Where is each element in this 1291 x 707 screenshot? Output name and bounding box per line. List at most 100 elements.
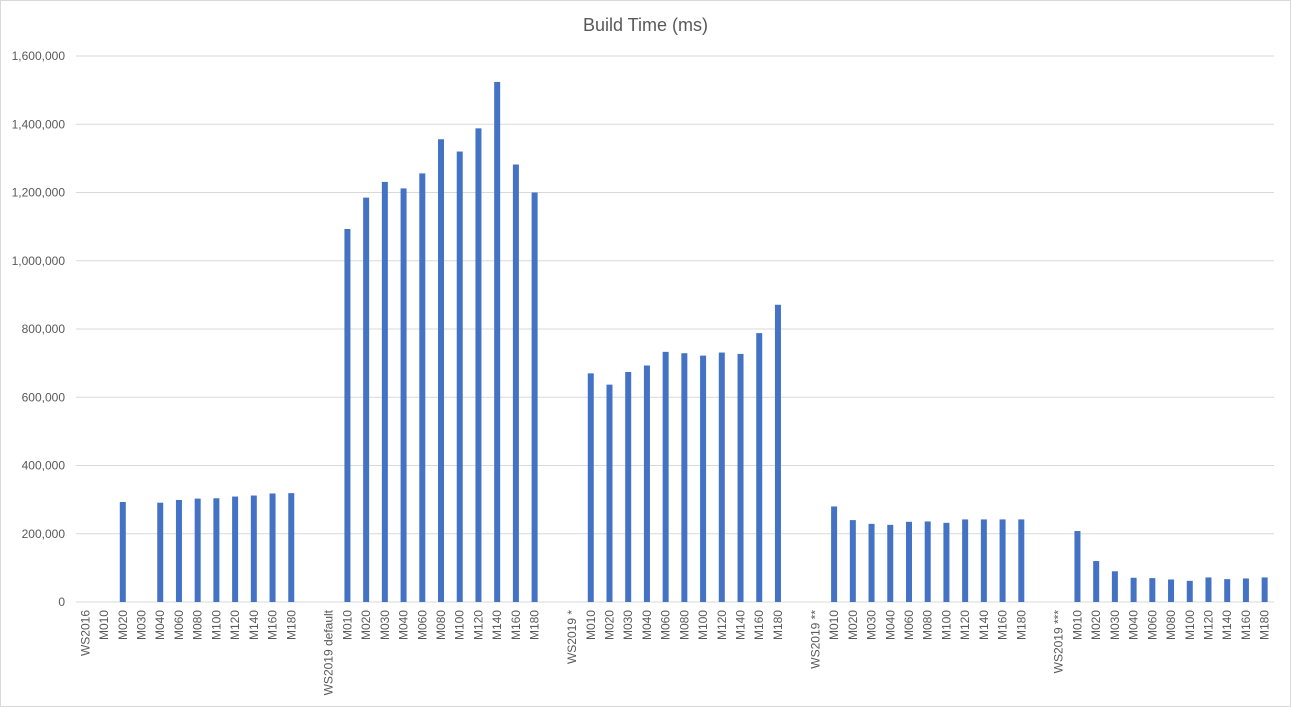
bar: [213, 498, 220, 602]
x-tick-label: M060: [415, 610, 429, 640]
bar: [662, 351, 669, 602]
x-tick-label: M100: [1183, 610, 1197, 640]
bar: [175, 499, 182, 602]
bar: [625, 371, 632, 602]
x-tick-label: M100: [209, 610, 223, 640]
bar: [737, 353, 744, 602]
bar: [1074, 531, 1081, 602]
x-tick-label: M100: [939, 610, 953, 640]
y-tick-label: 400,000: [22, 459, 66, 473]
y-tick-label: 1,200,000: [12, 186, 66, 200]
bar: [288, 493, 295, 602]
x-tick-label: M180: [528, 610, 542, 640]
x-tick-label: M180: [1258, 610, 1272, 640]
x-tick-label: M080: [1164, 610, 1178, 640]
bar: [606, 384, 613, 602]
bar: [1111, 571, 1118, 602]
x-tick-label: M120: [471, 610, 485, 640]
bar: [774, 304, 781, 602]
bar: [868, 523, 875, 602]
y-tick-label: 600,000: [22, 390, 66, 404]
bar: [905, 521, 912, 602]
bar: [419, 173, 426, 602]
x-tick-label: WS2019 ***: [1052, 610, 1066, 674]
bar: [512, 164, 519, 602]
bar: [1224, 579, 1231, 602]
x-tick-label: M060: [659, 610, 673, 640]
x-tick-label: M120: [715, 610, 729, 640]
bar: [999, 519, 1006, 602]
x-tick-label: M180: [284, 610, 298, 640]
bar: [438, 139, 445, 602]
y-tick-label: 800,000: [22, 322, 66, 336]
x-tick-label: M080: [677, 610, 691, 640]
x-tick-label: M020: [359, 610, 373, 640]
x-tick-label: M180: [1014, 610, 1028, 640]
x-tick-label: M160: [266, 610, 280, 640]
y-tick-label: 0: [58, 595, 65, 609]
bar: [381, 181, 388, 602]
bar: [962, 519, 969, 602]
bar: [1093, 561, 1100, 602]
x-tick-label: M030: [865, 610, 879, 640]
x-tick-label: M160: [996, 610, 1010, 640]
x-tick-label: WS2019 **: [808, 610, 822, 669]
x-tick-label: WS2019 *: [565, 610, 579, 664]
x-tick-label: M020: [602, 610, 616, 640]
x-tick-label: M010: [1070, 610, 1084, 640]
x-tick-label: M060: [172, 610, 186, 640]
bar: [849, 520, 856, 602]
x-tick-label: M010: [827, 610, 841, 640]
x-tick-label: M040: [640, 610, 654, 640]
bar: [494, 81, 501, 602]
bar: [1186, 580, 1193, 602]
bar: [700, 355, 707, 602]
bar: [1242, 578, 1249, 602]
x-tick-label: M120: [958, 610, 972, 640]
x-tick-label: M100: [453, 610, 467, 640]
x-tick-label: M140: [490, 610, 504, 640]
x-tick-label: M140: [247, 610, 261, 640]
bar: [980, 519, 987, 602]
x-tick-label: M020: [846, 610, 860, 640]
x-tick-label: M120: [228, 610, 242, 640]
y-tick-label: 1,400,000: [12, 117, 66, 131]
x-tick-label: M040: [883, 610, 897, 640]
x-tick-label: M010: [97, 610, 111, 640]
bar: [1018, 519, 1025, 602]
x-tick-label: M120: [1201, 610, 1215, 640]
x-tick-label: M100: [696, 610, 710, 640]
x-tick-label: M160: [509, 610, 523, 640]
x-tick-label: M030: [1108, 610, 1122, 640]
bar: [194, 498, 201, 602]
bar: [1130, 577, 1137, 602]
x-tick-label: M080: [434, 610, 448, 640]
bar: [1261, 577, 1268, 602]
bar: [475, 128, 482, 602]
bar: [1205, 577, 1212, 602]
bar: [157, 502, 164, 602]
bar: [531, 192, 538, 602]
bar: [232, 496, 239, 602]
x-tick-label: M030: [621, 610, 635, 640]
x-tick-label: M080: [191, 610, 205, 640]
x-tick-label: M020: [116, 610, 130, 640]
bar: [250, 495, 257, 602]
x-tick-label: M030: [378, 610, 392, 640]
bar: [363, 197, 370, 602]
x-tick-label: M080: [921, 610, 935, 640]
y-tick-label: 1,000,000: [12, 254, 66, 268]
x-tick-label: M160: [752, 610, 766, 640]
x-tick-label: M010: [340, 610, 354, 640]
x-tick-label: M010: [584, 610, 598, 640]
bar: [1168, 579, 1175, 602]
bar: [400, 188, 407, 602]
bar: [831, 506, 838, 602]
bar: [587, 373, 594, 602]
bar: [643, 365, 650, 602]
y-tick-label: 1,600,000: [12, 49, 66, 63]
x-tick-label: M030: [135, 610, 149, 640]
chart-title: Build Time (ms): [582, 15, 708, 35]
bar: [1149, 578, 1156, 602]
